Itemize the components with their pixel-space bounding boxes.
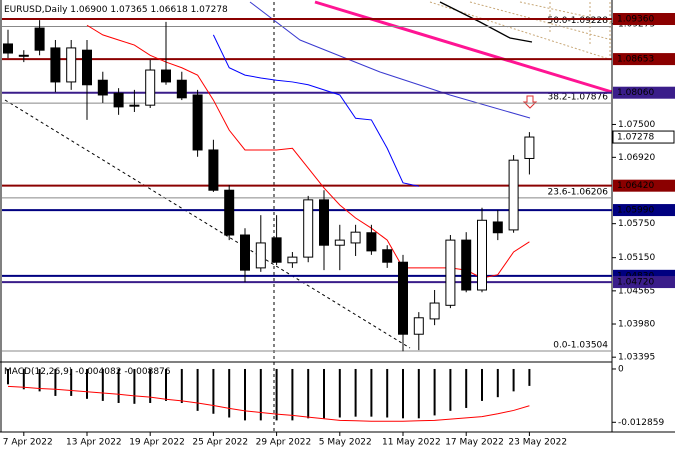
candle-body	[398, 261, 408, 335]
level-tag	[613, 204, 675, 217]
candle-body	[477, 219, 487, 291]
level-label: 1.05990	[617, 206, 654, 216]
price-label: 1.07278	[617, 133, 654, 143]
candle-body	[18, 54, 29, 57]
trendline	[4, 99, 411, 349]
open-label: 1.06900	[70, 5, 107, 15]
y-tick-label: 1.06920	[618, 153, 655, 163]
candle-body	[66, 47, 77, 83]
level-label: 1.08060	[617, 88, 654, 98]
moving-average	[439, 1, 533, 43]
candle-body	[255, 242, 266, 269]
x-tick-label: 13 Apr 2022	[66, 438, 122, 448]
level-tag	[613, 13, 675, 26]
candle-body	[413, 317, 424, 335]
level-label: 1.06420	[617, 181, 654, 191]
macd-value: -0.004082	[75, 367, 121, 377]
symbol: EURUSD,Daily	[4, 5, 68, 15]
candle-body	[129, 104, 140, 107]
price-tag	[612, 130, 675, 144]
fib-label: 50.0-1.09228	[547, 16, 608, 26]
chart-title: EURUSD,Daily 1.06900 1.07365 1.06618 1.0…	[4, 5, 228, 15]
candle-body	[334, 239, 345, 246]
signal-value: -0.008876	[124, 367, 170, 377]
candle-body	[240, 234, 250, 271]
candle-body	[271, 237, 282, 263]
x-tick-label: 19 Apr 2022	[129, 438, 185, 448]
level-label: 1.04720	[617, 278, 654, 288]
candle-body	[161, 69, 171, 83]
candle-body	[492, 221, 503, 234]
fib-label: 23.6-1.06206	[547, 187, 608, 197]
y-tick-label: 1.03980	[618, 320, 655, 330]
candle-body	[382, 249, 393, 263]
level-label: 1.08653	[617, 55, 654, 65]
level-tag	[613, 53, 675, 66]
x-tick-label: 25 Apr 2022	[192, 438, 248, 448]
high-label: 1.07365	[110, 5, 147, 15]
candle-body	[208, 149, 219, 191]
candle-body	[224, 189, 235, 236]
candle-body	[303, 199, 314, 258]
level-tag	[613, 179, 675, 192]
moving-average	[86, 24, 530, 279]
level-tag	[613, 276, 675, 289]
fib-label: 0.0-1.03504	[553, 341, 608, 351]
candle-body	[461, 239, 472, 291]
macd-title: MACD(12,26,9) -0.004082 -0.008876	[4, 367, 171, 377]
candle-body	[429, 302, 440, 320]
level-tag	[613, 86, 675, 99]
candle-body	[524, 136, 535, 159]
candle-body	[3, 43, 13, 54]
candle-body	[445, 239, 456, 306]
x-tick-label: 23 May 2022	[508, 438, 567, 448]
candle-body	[319, 199, 329, 246]
y-tick-label: 1.05150	[618, 253, 655, 263]
candle-body	[97, 79, 108, 96]
candle-body	[145, 69, 156, 106]
y-tick-label: -0.012859	[618, 418, 664, 428]
x-tick-label: 29 Apr 2022	[256, 438, 312, 448]
candle-body	[82, 49, 92, 86]
y-tick-label: 0	[618, 364, 624, 374]
signal-line	[7, 385, 530, 422]
candle-body	[34, 27, 45, 51]
x-tick-label: 7 Apr 2022	[3, 438, 53, 448]
y-tick-label: 1.07500	[618, 120, 655, 130]
candle-body	[176, 79, 187, 99]
arrow	[522, 95, 538, 109]
candle-body	[192, 94, 203, 151]
fib-fan	[429, 1, 613, 61]
candle-body	[508, 159, 519, 231]
y-tick-label: 1.04565	[618, 286, 655, 296]
candle-body	[287, 256, 298, 264]
candle-body	[50, 47, 61, 83]
y-tick-label: 1.05750	[618, 219, 655, 229]
candle-body	[350, 231, 361, 244]
level-label: 1.09360	[617, 15, 654, 25]
close-label: 1.07278	[191, 5, 228, 15]
x-tick-label: 5 May 2022	[319, 438, 372, 448]
candle-body	[113, 92, 124, 108]
macd-label: MACD(12,26,9)	[4, 367, 72, 377]
fib-label: 38.2-1.07876	[547, 93, 608, 103]
candle-body	[366, 232, 377, 252]
moving-average	[212, 34, 419, 187]
y-tick-label: 1.03395	[618, 353, 655, 363]
low-label: 1.06618	[150, 5, 187, 15]
trendline	[314, 0, 613, 94]
x-tick-label: 17 May 2022	[445, 438, 504, 448]
x-tick-label: 11 May 2022	[382, 438, 441, 448]
